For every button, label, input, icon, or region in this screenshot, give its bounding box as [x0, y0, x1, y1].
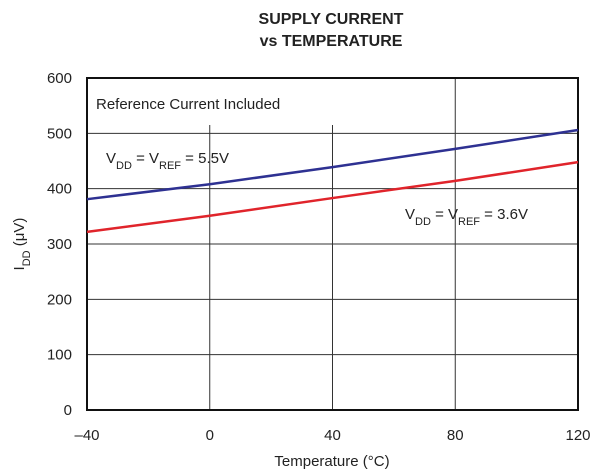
- y-tick-label: 0: [64, 402, 72, 419]
- series-line: [86, 160, 579, 234]
- label-part: I: [11, 266, 28, 270]
- series-label: VDD = VREF = 3.6V: [405, 206, 528, 228]
- plot-frame: [86, 77, 579, 411]
- y-tick-label: 600: [47, 70, 72, 87]
- x-tick-label: 40: [324, 427, 341, 444]
- y-tick-label: 100: [47, 347, 72, 364]
- x-tick-label: 0: [206, 427, 214, 444]
- annotation: Reference Current Included: [96, 96, 280, 113]
- y-tick-label: 500: [47, 125, 72, 142]
- y-tick-label: 300: [47, 236, 72, 253]
- subscript: DD: [415, 216, 431, 228]
- x-tick-label: 80: [447, 427, 464, 444]
- chart-title: SUPPLY CURRENT: [259, 11, 404, 28]
- label-part: = V: [132, 150, 159, 167]
- chart-title: vs TEMPERATURE: [260, 33, 403, 50]
- subscript: DD: [21, 250, 33, 266]
- x-axis-label: Temperature (°C): [274, 453, 389, 470]
- label-part: V: [106, 150, 116, 167]
- y-tick-label: 200: [47, 291, 72, 308]
- label-part: = V: [431, 206, 458, 223]
- label-part: (μV): [11, 218, 28, 251]
- y-tick-label: 400: [47, 181, 72, 198]
- label-part: V: [405, 206, 415, 223]
- x-tick-label: 120: [565, 427, 590, 444]
- subscript: REF: [159, 160, 181, 172]
- series-label: VDD = VREF = 5.5V: [106, 150, 229, 172]
- subscript: REF: [458, 216, 480, 228]
- annotation-box: [88, 79, 333, 125]
- subscript: DD: [116, 160, 132, 172]
- label-part: = 5.5V: [181, 150, 229, 167]
- series-line: [86, 128, 579, 201]
- y-axis-label: IDD (μV): [11, 218, 33, 271]
- x-tick-label: –40: [74, 427, 99, 444]
- label-part: = 3.6V: [480, 206, 528, 223]
